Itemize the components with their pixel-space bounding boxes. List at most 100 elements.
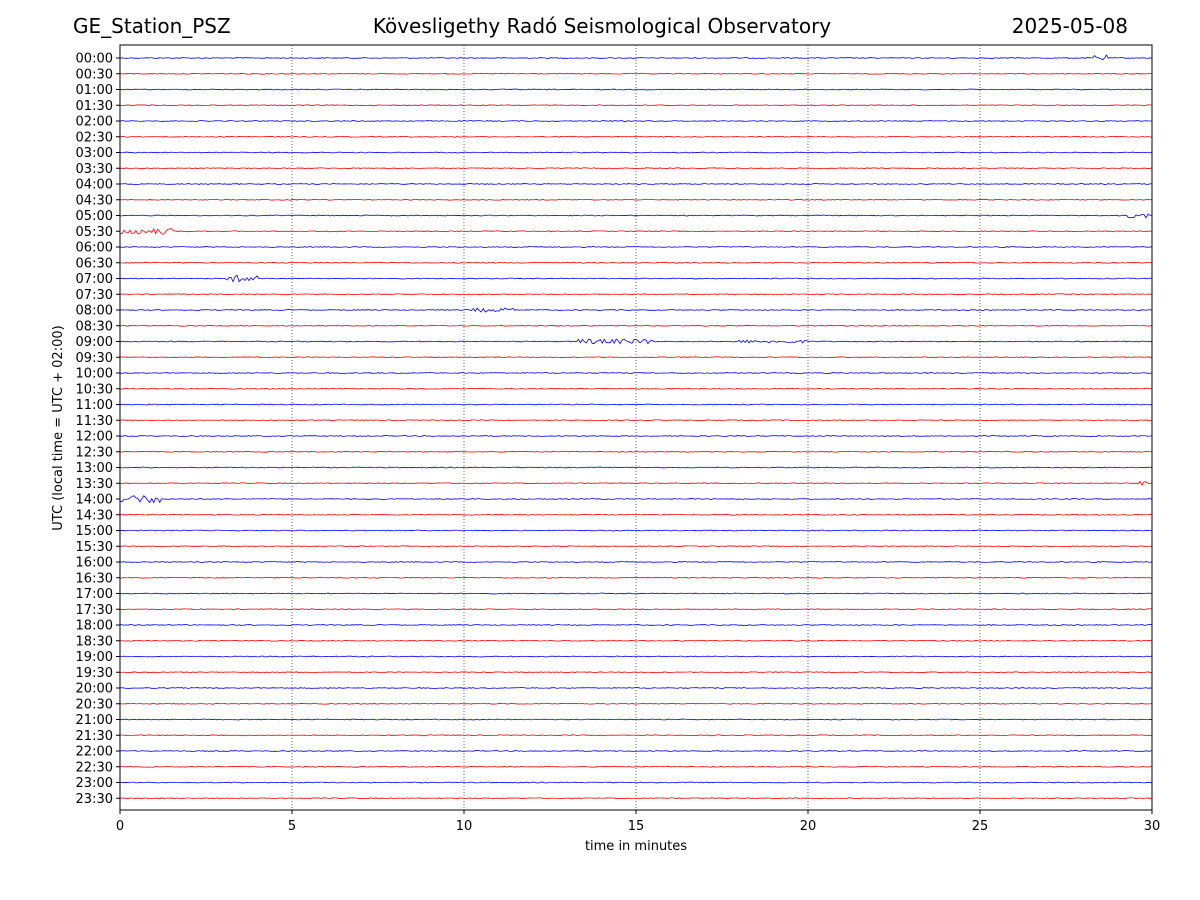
observatory-title: Kövesligethy Radó Seismological Observat… [372,14,832,38]
trace-1200 [119,435,1153,437]
trace-0530 [119,227,1153,235]
x-ticks: 0 5 10 15 20 25 30 [116,810,1160,834]
y-tick-label: 09:30 [76,351,113,366]
trace-0100 [119,88,1153,91]
y-tick-label: 14:00 [76,493,113,508]
trace-2200 [119,750,1153,752]
trace-0830 [119,324,1153,327]
trace-1330 [119,480,1153,486]
y-tick-label: 10:00 [76,367,113,382]
trace-0930 [119,356,1153,359]
trace-0700 [119,274,1153,283]
trace-2130 [119,734,1153,737]
y-tick-label: 21:00 [76,713,113,728]
y-tick-label: 08:00 [76,304,113,319]
y-tick-label: 06:30 [76,256,113,271]
x-tick-label: 20 [800,819,817,834]
trace-1630 [119,576,1153,579]
y-tick-label: 23:00 [76,776,113,791]
y-tick-label: 20:00 [76,682,113,697]
y-tick-label: 03:00 [76,146,113,161]
y-tick-label: 02:30 [76,130,113,145]
trace-1230 [119,450,1153,453]
trace-0200 [119,120,1153,122]
y-tick-label: 18:30 [76,634,113,649]
x-tick-label: 10 [456,819,473,834]
trace-1930 [119,671,1153,674]
y-tick-label: 12:00 [76,430,113,445]
y-tick-label: 18:00 [76,619,113,634]
trace-0400 [119,183,1153,185]
y-ticks: 00:0000:3001:0001:3002:0002:3003:0003:30… [76,52,120,807]
trace-1430 [119,513,1153,516]
trace-lines [119,54,1153,800]
trace-0430 [119,198,1153,201]
trace-1000 [119,372,1153,374]
y-tick-label: 07:30 [76,288,113,303]
trace-0630 [119,261,1153,264]
trace-0300 [119,151,1153,154]
trace-0330 [119,167,1153,170]
x-axis-label: time in minutes [585,839,687,854]
trace-0500 [119,213,1153,219]
trace-2030 [119,702,1153,705]
y-tick-label: 16:30 [76,571,113,586]
y-tick-label: 04:00 [76,178,113,193]
trace-1130 [119,419,1153,422]
trace-1400 [119,495,1153,504]
x-tick-label: 0 [116,819,124,834]
trace-2300 [119,781,1153,784]
trace-0030 [119,72,1153,75]
trace-0000 [119,54,1153,61]
y-tick-label: 15:00 [76,524,113,539]
y-tick-label: 14:30 [76,508,113,523]
y-tick-label: 05:30 [76,225,113,240]
trace-1030 [119,387,1153,390]
trace-0230 [119,135,1153,138]
y-tick-label: 23:30 [76,792,113,807]
y-tick-label: 12:30 [76,445,113,460]
x-tick-label: 25 [972,819,989,834]
y-tick-label: 16:00 [76,556,113,571]
y-tick-label: 07:00 [76,272,113,287]
trace-0900 [119,338,1153,345]
trace-1900 [119,655,1153,658]
trace-0800 [119,307,1153,313]
y-axis-label: UTC (local time = UTC + 02:00) [51,325,66,530]
trace-1600 [119,561,1153,563]
y-tick-label: 17:00 [76,587,113,602]
y-tick-label: 09:00 [76,335,113,350]
trace-0130 [119,104,1153,107]
y-tick-label: 04:30 [76,193,113,208]
y-tick-label: 21:30 [76,729,113,744]
y-tick-label: 01:30 [76,99,113,114]
y-tick-label: 11:30 [76,414,113,429]
y-tick-label: 22:00 [76,745,113,760]
y-tick-label: 00:00 [76,52,113,67]
y-tick-label: 02:00 [76,115,113,130]
y-tick-label: 05:00 [76,209,113,224]
trace-2100 [119,718,1153,721]
y-tick-label: 06:00 [76,241,113,256]
trace-1300 [119,466,1153,469]
y-tick-label: 17:30 [76,603,113,618]
trace-1830 [119,639,1153,642]
trace-0600 [119,246,1153,248]
y-tick-label: 03:30 [76,162,113,177]
trace-1500 [119,529,1153,532]
y-tick-label: 13:30 [76,477,113,492]
trace-1730 [119,608,1153,611]
x-tick-label: 30 [1144,819,1161,834]
y-tick-label: 08:30 [76,319,113,334]
x-tick-label: 5 [288,819,296,834]
trace-2330 [119,797,1153,800]
y-tick-label: 00:30 [76,67,113,82]
y-tick-label: 19:00 [76,650,113,665]
y-tick-label: 13:00 [76,461,113,476]
y-tick-label: 10:30 [76,382,113,397]
station-title: GE_Station_PSZ [73,14,231,38]
trace-0730 [119,293,1153,296]
trace-2000 [119,687,1153,689]
trace-2230 [119,765,1153,768]
